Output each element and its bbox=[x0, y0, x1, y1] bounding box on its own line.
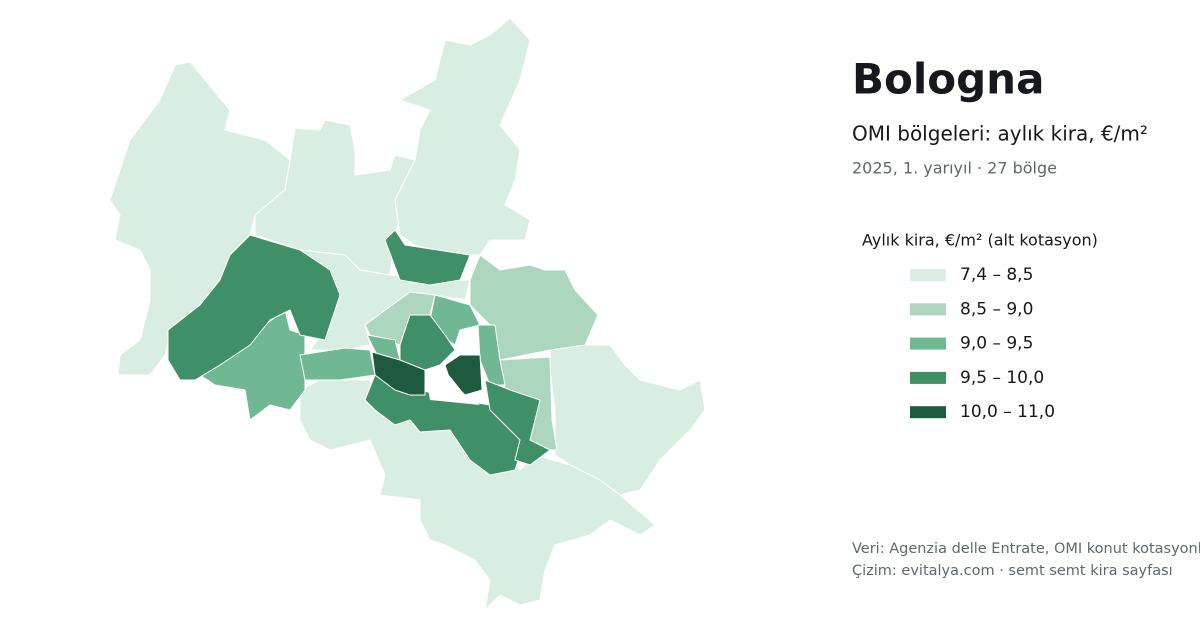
zone bbox=[364, 374, 531, 476]
zone bbox=[384, 229, 471, 286]
zone bbox=[299, 347, 376, 381]
zone bbox=[484, 379, 551, 466]
legend-swatch bbox=[910, 371, 946, 384]
legend-swatch bbox=[910, 337, 946, 350]
credit: Çizim: evitalya.com · semt semt kira say… bbox=[852, 563, 1173, 579]
legend-label: 10,0 – 11,0 bbox=[960, 402, 1055, 422]
legend-label: 9,5 – 10,0 bbox=[960, 368, 1044, 388]
zone bbox=[371, 351, 426, 396]
zone bbox=[399, 314, 456, 371]
map bbox=[109, 17, 706, 611]
legend-title: Aylık kira, €/m² (alt kotasyon) bbox=[862, 231, 1098, 250]
legend-label: 8,5 – 9,0 bbox=[960, 299, 1033, 319]
legend-swatch bbox=[910, 406, 946, 419]
legend-label: 7,4 – 8,5 bbox=[960, 265, 1033, 285]
zone bbox=[394, 17, 531, 256]
legend-swatch bbox=[910, 269, 946, 281]
source: Veri: Agenzia delle Entrate, OMI konut k… bbox=[852, 541, 1200, 557]
title: Bologna bbox=[852, 55, 1044, 104]
zone bbox=[167, 234, 341, 381]
legend: 7,4 – 8,5 8,5 – 9,0 9,0 – 9,5 9,5 – 10,0 10,… bbox=[910, 265, 1055, 422]
zone bbox=[469, 254, 599, 361]
period: 2025, 1. yarıyıl · 27 bölge bbox=[852, 159, 1057, 178]
map-hole bbox=[425, 370, 480, 405]
legend-swatch bbox=[910, 303, 946, 316]
subtitle: OMI bölgeleri: aylık kira, €/m² bbox=[852, 122, 1148, 146]
legend-label: 9,0 – 9,5 bbox=[960, 334, 1033, 354]
